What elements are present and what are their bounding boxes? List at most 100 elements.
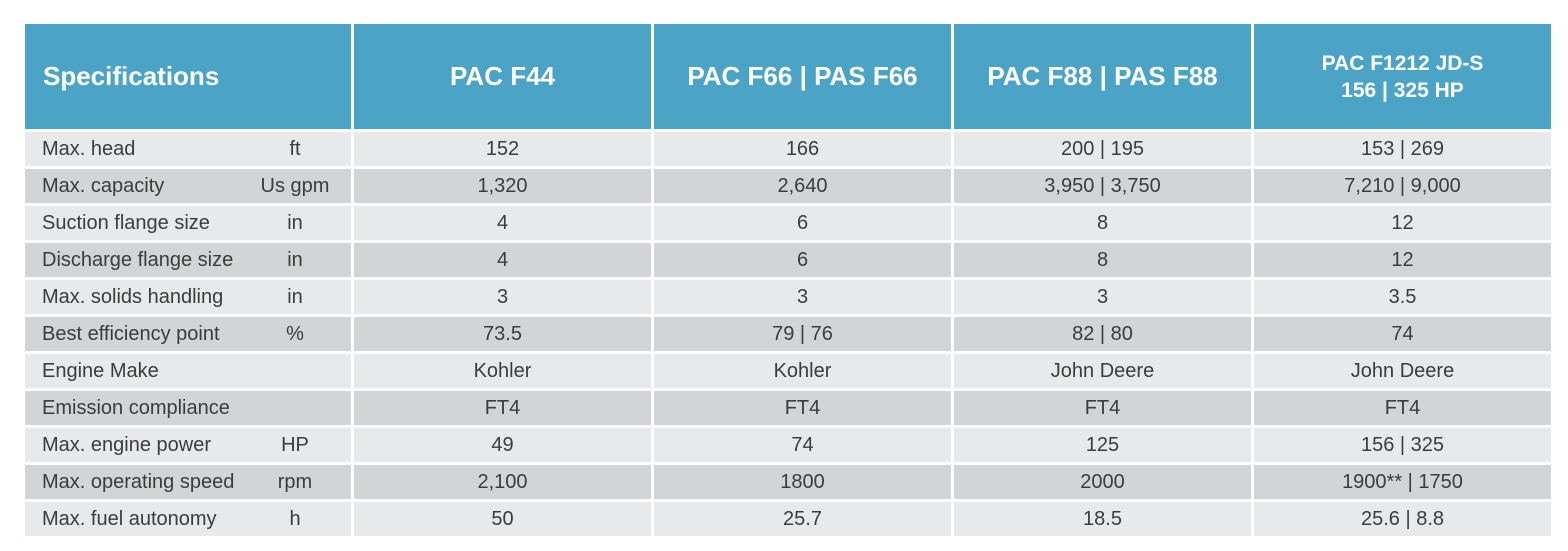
row-spec-cell: Best efficiency point% [25, 317, 351, 351]
value-cell: FT4 [354, 391, 651, 425]
value-cell: Kohler [354, 354, 651, 388]
value-cell: 2000 [954, 465, 1251, 499]
value-cell: 4 [354, 243, 651, 277]
row-label: Max. solids handling [42, 285, 224, 308]
value-cell: John Deere [954, 354, 1251, 388]
value-cell: 12 [1254, 243, 1551, 277]
value-cell: 7,210 | 9,000 [1254, 169, 1551, 203]
value-cell: 25.6 | 8.8 [1254, 502, 1551, 536]
row-unit: h [289, 507, 301, 530]
table-row: Discharge flange size in 4 6 8 12 [25, 243, 1551, 277]
row-spec-cell: Engine Make [25, 354, 351, 388]
row-unit: HP [281, 433, 309, 456]
table-row: Max. operating speed rpm 2,100 1800 2000 1900… [25, 465, 1551, 499]
value-cell: 6 [654, 206, 951, 240]
value-cell: Kohler [654, 354, 951, 388]
value-cell: 152 [354, 132, 651, 166]
header-col-label: PAC F1212 JD-S [1321, 51, 1484, 75]
row-label: Suction flange size [42, 211, 210, 234]
row-spec-cell: Max. capacity Us gpm [25, 169, 351, 203]
row-unit: in [287, 211, 303, 234]
table-row: Max. solids handling in 3 3 3 3.5 [25, 280, 1551, 314]
row-spec-cell: Suction flange size in [25, 206, 351, 240]
value-cell: 3 [354, 280, 651, 314]
row-label: Best efficiency point [42, 322, 220, 345]
row-label: Emission compliance [42, 396, 230, 419]
header-row: Specifications PAC F44 PAC F66 | PAS F66… [25, 24, 1551, 129]
value-cell: 8 [954, 243, 1251, 277]
row-label: Max. fuel autonomy [42, 507, 217, 530]
header-col-pac-f1212: PAC F1212 JD-S 156 | 325 HP [1254, 24, 1551, 129]
row-spec-cell: Max. fuel autonomy h [25, 502, 351, 536]
row-unit: % [286, 322, 304, 345]
value-cell: 2,100 [354, 465, 651, 499]
value-cell: 49 [354, 428, 651, 462]
value-cell: 82 | 80 [954, 317, 1251, 351]
value-cell: 4 [354, 206, 651, 240]
row-unit: Us gpm [260, 174, 330, 197]
row-unit: in [287, 248, 303, 271]
value-cell: 166 [654, 132, 951, 166]
row-unit: rpm [277, 470, 313, 493]
table-row: Engine Make Kohler Kohler John Deere John De… [25, 354, 1551, 388]
specifications-table-wrap: Specifications PAC F44 PAC F66 | PAS F66… [22, 21, 1554, 539]
header-col-pac-f44: PAC F44 [354, 24, 651, 129]
value-cell: 3 [954, 280, 1251, 314]
value-cell: 3.5 [1254, 280, 1551, 314]
row-spec-cell: Max. engine power HP [25, 428, 351, 462]
row-label: Discharge flange size [42, 248, 234, 271]
row-spec-cell: Max. operating speed rpm [25, 465, 351, 499]
value-cell: 74 [1254, 317, 1551, 351]
value-cell: 6 [654, 243, 951, 277]
row-label: Max. head [42, 137, 136, 160]
value-cell: 12 [1254, 206, 1551, 240]
row-spec-cell: Discharge flange size in [25, 243, 351, 277]
value-cell: 18.5 [954, 502, 1251, 536]
table-row: Best efficiency point% 73.5 79 | 76 82 | 80… [25, 317, 1551, 351]
table-row: Max. fuel autonomy h 50 25.7 18.5 25.6 | 8.8 [25, 502, 1551, 536]
row-spec-cell: Max. head ft [25, 132, 351, 166]
row-spec-cell: Emission compliance [25, 391, 351, 425]
value-cell: 3 [654, 280, 951, 314]
row-label: Max. operating speed [42, 470, 235, 493]
header-specifications-label: Specifications [43, 61, 220, 91]
header-col-sublabel: 156 | 325 HP [1341, 78, 1464, 102]
header-col-pac-f66: PAC F66 | PAS F66 [654, 24, 951, 129]
value-cell: 2,640 [654, 169, 951, 203]
value-cell: 1900** | 1750 [1254, 465, 1551, 499]
value-cell: 8 [954, 206, 1251, 240]
value-cell: 79 | 76 [654, 317, 951, 351]
row-unit: in [287, 285, 303, 308]
value-cell: 74 [654, 428, 951, 462]
row-label: Max. capacity [42, 174, 165, 197]
value-cell: John Deere [1254, 354, 1551, 388]
specifications-table: Specifications PAC F44 PAC F66 | PAS F66… [22, 21, 1554, 539]
value-cell: 200 | 195 [954, 132, 1251, 166]
value-cell: 156 | 325 [1254, 428, 1551, 462]
value-cell: FT4 [954, 391, 1251, 425]
value-cell: 125 [954, 428, 1251, 462]
value-cell: 25.7 [654, 502, 951, 536]
table-row: Max. head ft 152 166 200 | 195 153 | 269 [25, 132, 1551, 166]
value-cell: 1800 [654, 465, 951, 499]
table-row: Emission compliance FT4 FT4 FT4 FT4 [25, 391, 1551, 425]
value-cell: FT4 [654, 391, 951, 425]
value-cell: 50 [354, 502, 651, 536]
value-cell: 153 | 269 [1254, 132, 1551, 166]
header-specifications: Specifications [25, 24, 351, 129]
header-col-pac-f88: PAC F88 | PAS F88 [954, 24, 1251, 129]
header-col-label: PAC F66 | PAS F66 [687, 61, 918, 91]
row-label: Engine Make [42, 359, 159, 382]
header-col-label: PAC F44 [450, 61, 555, 91]
value-cell: FT4 [1254, 391, 1551, 425]
value-cell: 73.5 [354, 317, 651, 351]
table-row: Suction flange size in 4 6 8 12 [25, 206, 1551, 240]
table-body: Max. head ft 152 166 200 | 195 153 | 269 Max. … [25, 132, 1551, 536]
row-unit: ft [289, 137, 301, 160]
header-col-label: PAC F88 | PAS F88 [987, 61, 1218, 91]
table-row: Max. capacity Us gpm 1,320 2,640 3,950 | 3,7… [25, 169, 1551, 203]
value-cell: 1,320 [354, 169, 651, 203]
row-label: Max. engine power [42, 433, 211, 456]
value-cell: 3,950 | 3,750 [954, 169, 1251, 203]
row-spec-cell: Max. solids handling in [25, 280, 351, 314]
